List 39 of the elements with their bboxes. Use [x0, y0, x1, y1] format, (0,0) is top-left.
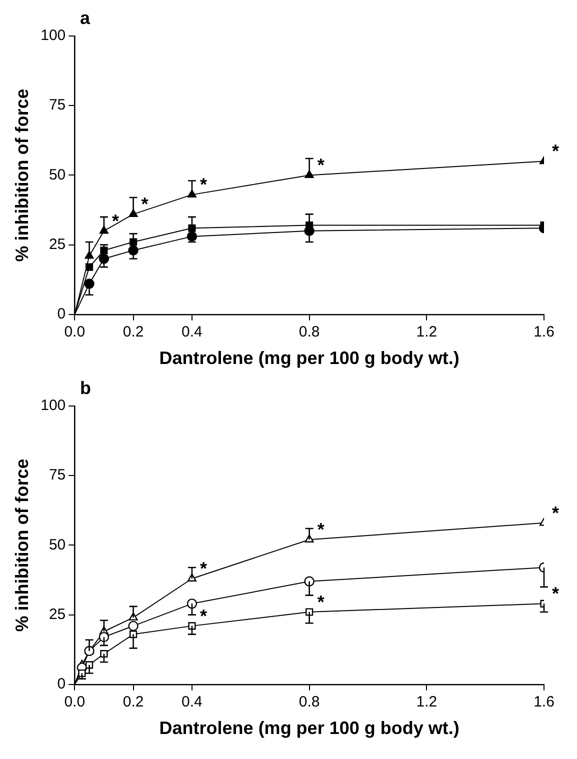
chart-title: a: [80, 8, 90, 29]
x-tick-label: 0.8: [298, 694, 320, 711]
x-tick-label: 0.0: [64, 694, 86, 711]
x-tick-label: 0.8: [298, 324, 320, 341]
annotation: *: [200, 606, 207, 626]
x-axis-title: Dantrolene (mg per 100 g body wt.): [159, 718, 460, 738]
x-axis-title: Dantrolene (mg per 100 g body wt.): [159, 348, 460, 368]
annotation: *: [112, 210, 119, 231]
annotation: *: [200, 174, 207, 195]
annotation: *: [317, 155, 324, 176]
y-tick-label: 50: [48, 536, 66, 554]
x-tick-label: 0.4: [182, 694, 202, 711]
x-tick-label: 1.2: [416, 694, 438, 711]
annotation: *: [317, 520, 324, 540]
y-axis-title: % inhibition of force: [12, 458, 32, 632]
x-tick-label: 0.0: [64, 324, 86, 341]
y-tick-label: 50: [48, 166, 66, 184]
y-tick-label: 25: [48, 236, 66, 253]
y-tick-label: 75: [48, 96, 66, 114]
y-tick-label: 75: [48, 466, 66, 484]
y-axis-title: % inhibition of force: [12, 88, 32, 262]
annotation: *: [552, 141, 560, 162]
chart-title: b: [80, 378, 91, 399]
annotation: *: [200, 558, 207, 579]
x-tick-label: 1.6: [534, 694, 554, 711]
x-tick-label: 1.2: [416, 324, 438, 341]
y-tick-label: 100: [40, 27, 66, 44]
y-tick-label: 0: [57, 306, 66, 323]
annotation: *: [317, 592, 324, 612]
x-tick-label: 0.2: [122, 694, 144, 711]
y-tick-label: 25: [48, 606, 66, 623]
x-tick-label: 0.4: [182, 324, 202, 341]
x-tick-label: 0.2: [122, 324, 144, 341]
annotation: *: [552, 502, 560, 523]
annotation: *: [552, 584, 560, 604]
x-tick-label: 1.6: [534, 324, 554, 341]
y-tick-label: 0: [57, 676, 66, 693]
annotation: *: [141, 194, 148, 214]
y-tick-label: 100: [40, 397, 66, 414]
